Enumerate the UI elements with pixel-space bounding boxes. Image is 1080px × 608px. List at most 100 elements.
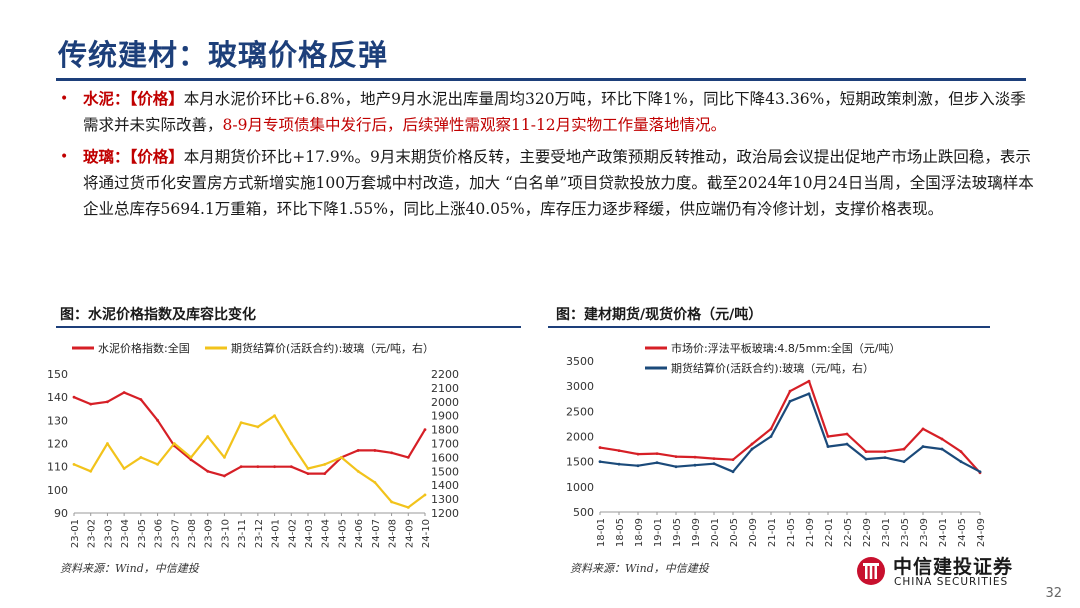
legend-label-0: 市场价:浮法平板玻璃:4.8/5mm:全国（元/吨） <box>671 341 900 355</box>
series-point-0 <box>373 449 377 452</box>
series-point-1 <box>750 447 754 451</box>
series-point-0 <box>921 427 925 431</box>
right-chart-title: 图：建材期货/现货价格（元/吨） <box>556 307 763 323</box>
legend-label-0: 水泥价格指数:全国 <box>98 341 190 355</box>
series-point-0 <box>122 391 126 394</box>
slide-title: 传统建材：玻璃价格反弹 <box>58 38 389 72</box>
series-point-0 <box>693 455 697 459</box>
series-point-1 <box>883 456 887 460</box>
series-point-1 <box>807 392 811 396</box>
x-tick-label: 20-01 <box>710 518 721 547</box>
series-point-1 <box>864 457 868 461</box>
y-left-tick-label: 90 <box>54 507 68 520</box>
x-tick-label: 18-09 <box>634 518 645 547</box>
x-tick-label: 24-10 <box>421 519 432 548</box>
x-tick-label: 18-05 <box>615 518 626 547</box>
y-right-tick-label: 1400 <box>431 479 459 492</box>
right-chart-divider <box>548 326 990 328</box>
series-point-0 <box>712 457 716 461</box>
x-tick-label: 23-05 <box>137 519 148 548</box>
series-point-0 <box>636 452 640 456</box>
series-point-0 <box>239 465 243 469</box>
x-tick-label: 24-08 <box>388 519 399 548</box>
series-point-1 <box>172 442 176 445</box>
series-point-1 <box>323 462 327 466</box>
series-point-0 <box>89 402 93 406</box>
series-point-1 <box>72 462 76 466</box>
x-tick-label: 22-09 <box>862 518 873 547</box>
series-point-0 <box>598 446 602 449</box>
x-tick-label: 22-01 <box>824 518 835 547</box>
series-point-0 <box>423 428 427 431</box>
series-point-1 <box>256 425 260 429</box>
y-tick-label: 2500 <box>566 405 594 418</box>
left-chart-divider <box>56 326 521 328</box>
y-left-tick-label: 130 <box>47 414 68 427</box>
series-line-1 <box>599 392 981 473</box>
x-tick-label: 22-05 <box>843 518 854 547</box>
x-tick-label: 23-04 <box>120 519 131 548</box>
x-tick-label: 23-07 <box>170 519 181 548</box>
x-tick-label: 23-06 <box>154 519 165 548</box>
page-number: 32 <box>1045 586 1062 601</box>
y-left-tick-label: 100 <box>47 484 68 497</box>
series-point-1 <box>156 462 159 466</box>
series-point-0 <box>72 395 76 399</box>
legend-label-1: 期货结算价(活跃合约):玻璃（元/吨，右） <box>671 361 874 375</box>
x-tick-label: 24-09 <box>404 519 415 548</box>
series-point-0 <box>940 437 944 441</box>
series-point-1 <box>902 460 906 464</box>
x-tick-label: 19-01 <box>653 518 664 547</box>
series-point-0 <box>617 449 621 452</box>
y-left-tick-label: 110 <box>47 461 68 474</box>
china-securities-logo-icon <box>857 557 885 585</box>
x-tick-label: 24-05 <box>337 519 348 548</box>
series-point-1 <box>978 470 982 474</box>
y-left-tick-label: 140 <box>47 391 68 404</box>
bullet-dot-icon: • <box>60 91 69 107</box>
series-point-1 <box>617 462 621 466</box>
series-point-1 <box>340 456 343 459</box>
series-point-0 <box>256 465 260 469</box>
series-line-0 <box>73 391 426 477</box>
series-point-1 <box>693 463 697 467</box>
x-tick-label: 23-12 <box>254 519 265 548</box>
series-point-0 <box>902 447 906 451</box>
x-tick-label: 18-01 <box>596 518 607 547</box>
series-point-0 <box>189 458 193 462</box>
series-point-1 <box>598 460 602 464</box>
x-tick-label: 20-09 <box>748 518 759 547</box>
series-point-1 <box>273 414 276 418</box>
x-tick-label: 24-04 <box>321 519 332 548</box>
x-tick-label: 19-05 <box>672 518 683 547</box>
x-tick-label: 23-09 <box>204 519 215 548</box>
series-point-1 <box>106 442 109 445</box>
series-point-0 <box>883 450 887 453</box>
bullet-dot-icon: • <box>60 149 69 165</box>
x-tick-label: 23-05 <box>900 518 911 547</box>
bullet-glass: • 玻璃：【价格】本月期货价环比+17.9%。9月末期货价格反转，主要受地产政策… <box>56 144 1036 222</box>
x-tick-label: 23-10 <box>220 519 231 548</box>
series-point-1 <box>921 445 925 448</box>
series-point-1 <box>655 461 659 465</box>
y-right-tick-label: 1900 <box>431 410 459 423</box>
series-point-0 <box>864 450 868 453</box>
series-point-1 <box>788 399 792 403</box>
y-tick-label: 3500 <box>566 355 594 368</box>
series-point-1 <box>89 469 93 473</box>
series-point-1 <box>189 456 193 459</box>
y-right-tick-label: 1300 <box>431 493 459 506</box>
y-left-tick-label: 120 <box>47 438 68 451</box>
y-tick-label: 1500 <box>566 456 594 469</box>
series-point-1 <box>356 469 360 473</box>
bullet-text: 本月期货价环比+17.9%。9月末期货价格反转，主要受地产政策预期反转推动，政治… <box>83 148 1034 218</box>
series-point-0 <box>106 400 109 404</box>
series-point-1 <box>423 493 427 497</box>
series-point-1 <box>845 442 849 446</box>
series-point-1 <box>289 442 293 445</box>
x-tick-label: 23-01 <box>70 519 81 548</box>
left-chart-source: 资料来源：Wind，中信建投 <box>60 562 199 575</box>
series-point-1 <box>712 462 716 466</box>
y-tick-label: 3000 <box>566 380 594 393</box>
